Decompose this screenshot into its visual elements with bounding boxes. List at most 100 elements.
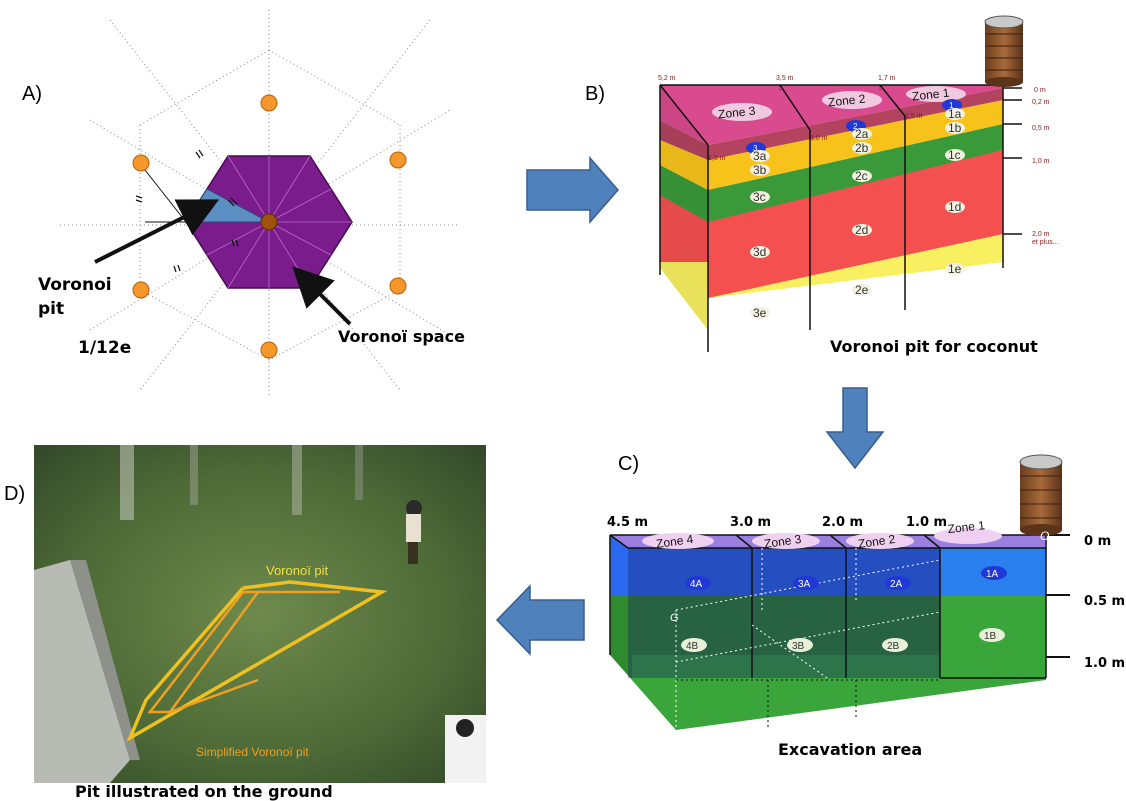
tree-point <box>132 154 150 172</box>
coconut-trunk-icon <box>1019 454 1063 536</box>
cell-label: 2A <box>890 579 903 590</box>
sample-markers <box>746 99 962 154</box>
cell-label: 3B <box>792 641 805 652</box>
flow-arrow-right <box>526 156 619 224</box>
person-figure <box>406 500 422 564</box>
cell-label: 3c <box>753 190 766 204</box>
cell-label: 2c <box>855 169 868 183</box>
cell-label: 3a <box>753 149 767 163</box>
tree-point <box>389 277 407 295</box>
zone-label: Zone 3 <box>717 104 756 122</box>
distance-label: 2.0 m <box>822 515 863 530</box>
voronoi-pit-outline <box>126 580 388 743</box>
point-g-label: G <box>670 612 679 624</box>
cell-label: 1a <box>948 107 962 121</box>
cell-label: 3e <box>753 306 767 320</box>
panel-b-caption: Voronoi pit for coconut <box>830 337 1038 356</box>
panel-a-letter: A) <box>22 83 42 105</box>
distance-label: 1.0 m <box>906 515 947 530</box>
panel-b-coconut-pit: B) <box>585 15 1059 356</box>
cell-label: 1c <box>948 148 961 162</box>
palm-trunk <box>34 560 130 783</box>
space-pointer-arrow <box>292 266 352 326</box>
marker-label: 1 <box>949 101 954 110</box>
cell-label: 2d <box>855 223 868 237</box>
panel-d-letter: D) <box>4 483 25 505</box>
distance-label: 4.5 m <box>607 515 648 530</box>
tree-point <box>260 94 278 112</box>
panel-d-field-photo: Voronoï pit Simplified Voronoï pit D) Pi… <box>4 445 486 801</box>
panel-c-excavation-area: C) <box>607 453 1125 759</box>
zone-label: Zone 2 <box>857 532 896 551</box>
tree-point <box>260 341 278 359</box>
cell-label: 1B <box>984 631 997 642</box>
voronoi-space-label: Voronoï space <box>338 327 465 346</box>
cell-label: 2b <box>855 141 869 155</box>
voronoi-pit-label-line2: pit <box>38 299 64 319</box>
distance-label: 3,5 m <box>776 75 794 82</box>
lower-layer <box>610 595 1046 655</box>
depth-label: 0,5 m <box>1032 125 1050 132</box>
cell-label: 2B <box>887 641 900 652</box>
zone-label: Zone 4 <box>655 532 694 551</box>
distance-label: 1,5 m <box>905 113 923 120</box>
depth-ticks <box>1003 87 1022 235</box>
marker-label: 3 <box>753 144 758 153</box>
cell-label: 2e <box>855 283 869 297</box>
layer-b <box>660 100 1003 190</box>
flow-arrow-left <box>495 584 585 656</box>
flow-arrow-down <box>825 387 885 470</box>
cell-label: 3b <box>753 163 767 177</box>
depth-label: 0.5 m <box>1084 594 1125 609</box>
zone-label: Zone 2 <box>827 92 866 110</box>
depth-label: 0,2 m <box>1032 99 1050 106</box>
simplified-pit-label: Simplified Voronoï pit <box>196 745 309 759</box>
distance-label: 3.0 m <box>730 515 771 530</box>
zone-label: Zone 1 <box>947 518 986 536</box>
cell-label: 1A <box>986 569 999 580</box>
depth-label: 2,0 m <box>1032 231 1050 238</box>
distance-label: 1,7 m <box>878 75 896 82</box>
panel-a-voronoi-space: A) <box>22 10 465 395</box>
cell-label: 3A <box>798 579 811 590</box>
distance-label: 5,2 m <box>658 75 676 82</box>
coconut-trunk-icon <box>984 15 1024 87</box>
layer-c <box>660 124 1003 222</box>
panel-d-caption: Pit illustrated on the ground <box>75 782 333 801</box>
cell-label: 4B <box>686 641 699 652</box>
point-o-label: O <box>1040 529 1049 543</box>
upper-layer <box>610 535 1046 595</box>
cell-labels: 1a 1b 1c 1d 1e 2a 2b 2c 2d 2e 3a 3b 3c 3… <box>750 107 965 320</box>
zone-labels: Zone 3 Zone 2 Zone 1 <box>712 86 966 122</box>
depth-label: 1,0 m <box>1032 158 1050 165</box>
panel-c-caption: Excavation area <box>778 740 922 759</box>
voronoi-pit-label-line1: Voronoi <box>38 275 112 295</box>
distance-label: 1,5 m <box>708 155 726 162</box>
tree-points <box>132 94 407 359</box>
center-tree-point <box>260 213 278 231</box>
panel-c-letter: C) <box>618 453 639 475</box>
cell-label: 1b <box>948 121 962 135</box>
cell-label: 3d <box>753 245 766 259</box>
zone-label: Zone 3 <box>763 532 802 551</box>
tick-marks <box>135 149 239 273</box>
fraction-label: 1/12e <box>78 338 131 358</box>
tree-point <box>132 281 150 299</box>
marker-label: 2 <box>853 122 858 131</box>
cell-label: 1e <box>948 262 962 276</box>
cell-label: 2a <box>855 127 869 141</box>
cell-label: 1d <box>948 200 961 214</box>
tree-point <box>389 151 407 169</box>
pit-pointer-arrow <box>94 199 220 264</box>
cell-label: 4A <box>690 579 703 590</box>
layer-a <box>660 88 1003 160</box>
depth-label: 0 m <box>1034 87 1046 94</box>
depth-label: 0 m <box>1084 534 1111 549</box>
voronoi-pit-label: Voronoï pit <box>266 563 329 578</box>
distance-label: 3,0 m <box>810 135 828 142</box>
zone-label: Zone 1 <box>911 86 950 104</box>
panel-b-letter: B) <box>585 83 605 105</box>
depth-label: et plus... <box>1032 239 1059 246</box>
depth-label: 1.0 m <box>1084 656 1125 671</box>
